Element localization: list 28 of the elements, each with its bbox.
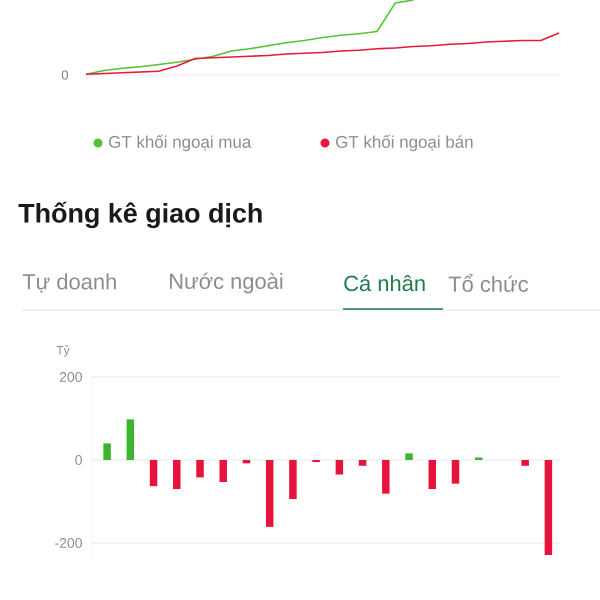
bar — [336, 460, 344, 475]
bar — [103, 443, 111, 460]
text: Cá nhân — [344, 274, 425, 292]
y-axis-title: Tỷ — [56, 345, 70, 357]
bar — [219, 460, 227, 482]
bar — [544, 460, 552, 556]
text: Tổ chức — [448, 274, 528, 292]
bar — [266, 460, 274, 527]
text: Tự doanh — [22, 273, 116, 293]
bar — [173, 460, 181, 490]
y-tick-label: 0 — [75, 455, 82, 465]
text: Nước ngoài — [170, 272, 282, 294]
bar — [150, 460, 158, 486]
legend-label: GT khối ngoại mua — [109, 134, 252, 152]
bar — [521, 460, 529, 466]
bar — [358, 460, 366, 466]
bar — [382, 460, 390, 494]
bar — [242, 460, 250, 464]
legend-label: GT khối ngoại bán — [336, 134, 472, 152]
y-tick-label: 200 — [60, 372, 82, 382]
chart-title: Thống kê giao dịch — [18, 202, 262, 228]
bar — [428, 460, 436, 490]
bar — [452, 460, 460, 484]
y-tick-label: -200 — [55, 538, 82, 548]
bar — [126, 419, 134, 460]
bar — [405, 453, 413, 460]
bar — [289, 460, 297, 500]
bar — [196, 460, 204, 478]
